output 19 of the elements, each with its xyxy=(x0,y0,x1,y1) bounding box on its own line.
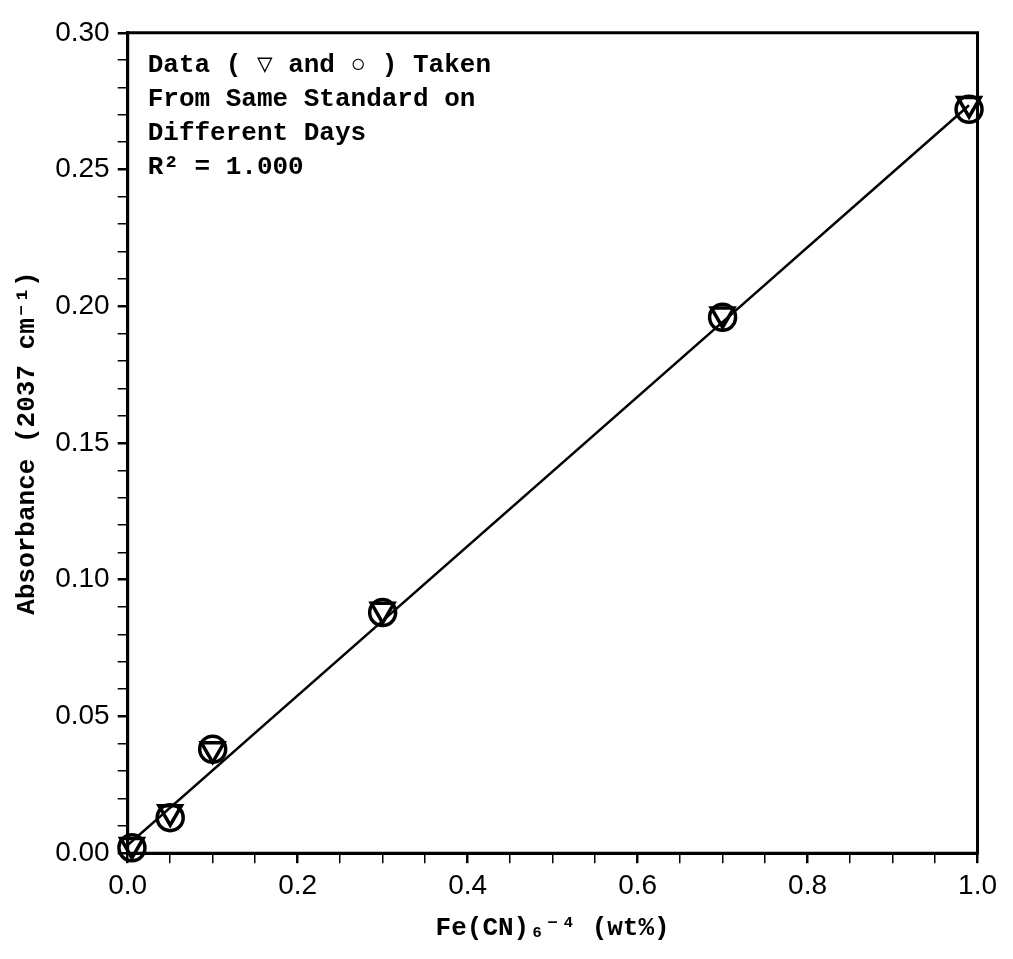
y-tick-label: 0.00 xyxy=(55,835,110,867)
x-tick-label: 0.0 xyxy=(108,868,148,900)
x-tick-label: 0.2 xyxy=(278,868,318,900)
annotation: R² = 1.000 xyxy=(147,152,304,183)
y-tick-label: 0.25 xyxy=(55,152,110,184)
y-tick-label: 0.15 xyxy=(55,425,110,457)
annotation: From Same Standard on xyxy=(147,84,476,115)
y-tick-label: 0.20 xyxy=(55,288,110,320)
x-axis-title: Fe(CN)₆⁻⁴ (wt%) xyxy=(435,912,670,943)
y-tick-label: 0.10 xyxy=(55,562,110,594)
x-tick-label: 0.6 xyxy=(618,868,658,900)
annotation: Data ( ▽ and ○ ) Taken xyxy=(147,50,492,81)
annotation: Different Days xyxy=(147,118,367,149)
x-tick-label: 0.8 xyxy=(788,868,828,900)
y-tick-label: 0.30 xyxy=(55,15,110,47)
x-tick-label: 1.0 xyxy=(958,868,998,900)
y-tick-label: 0.05 xyxy=(55,699,110,731)
y-axis-title: Absorbance (2037 cm⁻¹) xyxy=(12,271,43,615)
x-tick-label: 0.4 xyxy=(448,868,488,900)
